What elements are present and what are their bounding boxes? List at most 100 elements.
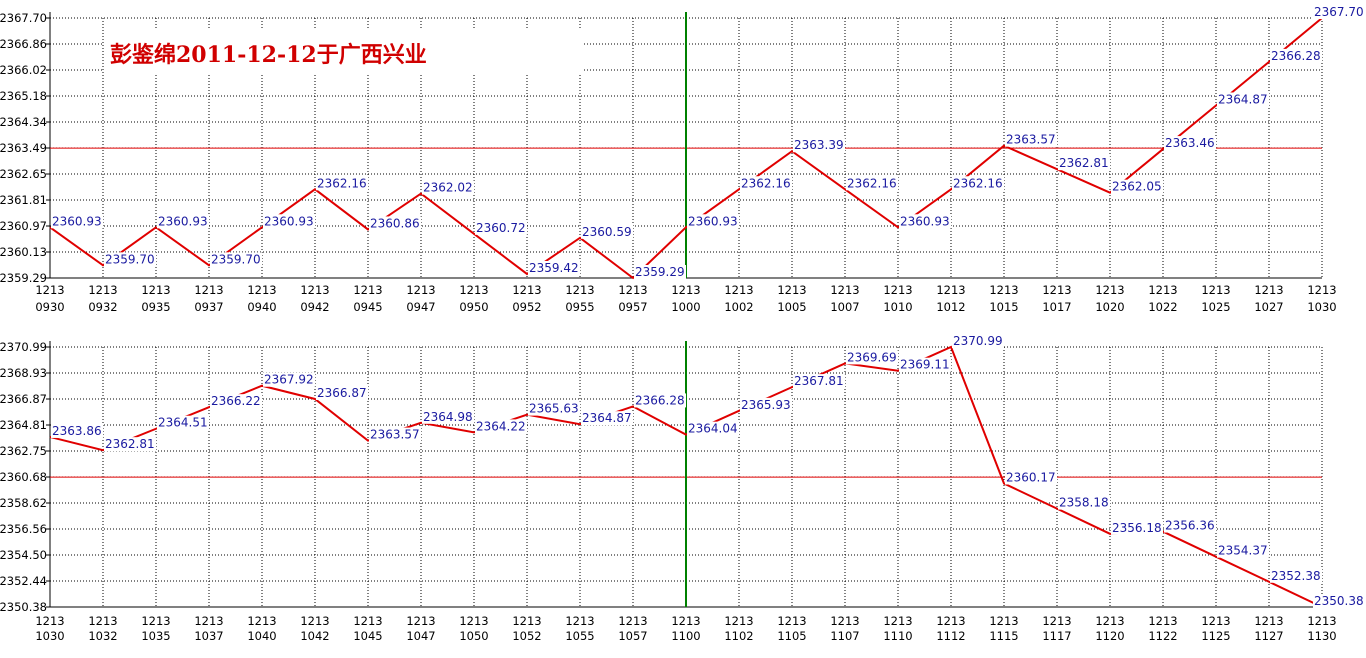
x-tick-time-label: 0952	[512, 300, 541, 314]
x-tick-time-label: 1027	[1254, 300, 1283, 314]
y-tick-label: 2358.62	[0, 496, 47, 510]
x-tick-time-label: 1110	[883, 629, 912, 643]
x-tick-time-label: 1055	[565, 629, 594, 643]
x-tick-time-label: 1022	[1148, 300, 1177, 314]
x-tick-date-label: 1213	[247, 283, 276, 297]
data-label-background	[1058, 495, 1110, 510]
x-tick-time-label: 1037	[194, 629, 223, 643]
data-label-background	[475, 419, 527, 434]
x-tick-date-label: 1213	[936, 283, 965, 297]
x-tick-time-label: 0930	[35, 300, 64, 314]
data-label-background	[210, 394, 262, 409]
series-line	[49, 345, 1323, 608]
x-tick-time-label: 1005	[777, 300, 806, 314]
y-tick-label: 2366.02	[0, 63, 47, 77]
data-label: 2360.93	[158, 214, 208, 228]
x-tick-time-label: 1040	[247, 629, 276, 643]
x-tick-time-label: 1100	[671, 629, 700, 643]
x-tick-date-label: 1213	[1042, 614, 1071, 628]
data-label: 2367.70	[1314, 5, 1364, 19]
data-label: 2362.16	[847, 176, 897, 190]
data-label: 2369.11	[900, 358, 950, 372]
data-label-background	[1111, 179, 1163, 194]
y-tick-label: 2350.38	[0, 600, 47, 614]
data-label-background	[1111, 520, 1163, 535]
x-tick-time-label: 1020	[1095, 300, 1124, 314]
data-label-background	[422, 180, 474, 195]
data-label: 2363.39	[794, 138, 844, 152]
data-label-background	[581, 224, 633, 239]
data-label-background	[51, 423, 103, 438]
data-label-background	[369, 216, 421, 231]
x-tick-date-label: 1213	[1042, 283, 1071, 297]
data-label: 2358.18	[1059, 496, 1109, 510]
y-tick-label: 2360.68	[0, 470, 47, 484]
x-tick-time-label: 1025	[1201, 300, 1230, 314]
x-tick-date-label: 1213	[989, 614, 1018, 628]
data-label: 2360.86	[370, 216, 420, 230]
x-tick-date-label: 1213	[406, 283, 435, 297]
x-tick-date-label: 1213	[671, 614, 700, 628]
x-tick-time-label: 0940	[247, 300, 276, 314]
x-tick-date-label: 1213	[1201, 614, 1230, 628]
top-chart-panel: 1213 0930 1213 0932 1213 0935 1213 0937 1213 0940…	[0, 5, 1365, 314]
x-tick-date-label: 1213	[300, 614, 329, 628]
y-tick-label: 2364.81	[0, 418, 47, 432]
data-label: 2363.46	[1165, 136, 1215, 150]
y-tick-label: 2356.56	[0, 522, 47, 536]
x-tick-time-label: 0932	[88, 300, 117, 314]
x-tick-time-label: 0957	[618, 300, 647, 314]
x-tick-time-label: 1030	[35, 629, 64, 643]
x-tick-date-label: 1213	[141, 283, 170, 297]
x-tick-date-label: 1213	[724, 283, 753, 297]
data-label-background	[1270, 48, 1322, 63]
data-label-background	[740, 397, 792, 412]
y-tick-label: 2362.75	[0, 444, 47, 458]
x-tick-date-label: 1213	[512, 614, 541, 628]
x-tick-date-label: 1213	[1148, 614, 1177, 628]
data-label: 2364.87	[1218, 92, 1268, 106]
x-tick-time-label: 1120	[1095, 629, 1124, 643]
y-tick-label: 2364.34	[0, 115, 47, 129]
data-label: 2364.87	[582, 411, 632, 425]
data-label: 2363.57	[370, 428, 420, 442]
x-tick-date-label: 1213	[88, 283, 117, 297]
x-tick-time-label: 1002	[724, 300, 753, 314]
y-tick-label: 2360.13	[0, 245, 47, 259]
y-tick-label: 2366.86	[0, 37, 47, 51]
x-tick-date-label: 1213	[1307, 614, 1336, 628]
data-label: 2366.87	[317, 386, 367, 400]
data-label-background	[210, 252, 262, 267]
data-label-background	[687, 214, 739, 229]
x-tick-time-label: 1045	[353, 629, 382, 643]
data-label: 2362.16	[953, 176, 1003, 190]
data-label: 2366.28	[1271, 49, 1321, 63]
x-tick-date-label: 1213	[194, 283, 223, 297]
data-label-background	[263, 372, 315, 387]
y-tick-label: 2362.65	[0, 167, 47, 181]
x-tick-time-label: 1000	[671, 300, 700, 314]
data-label-background	[104, 252, 156, 267]
data-label: 2360.93	[688, 214, 738, 228]
data-label: 2360.72	[476, 221, 526, 235]
data-label-background	[1005, 470, 1057, 485]
data-label: 2367.92	[264, 373, 314, 387]
y-tick-label: 2368.93	[0, 366, 47, 380]
data-label: 2364.04	[688, 422, 738, 436]
data-label-background	[846, 350, 898, 365]
x-tick-time-label: 1030	[1307, 300, 1336, 314]
data-label: 2362.16	[741, 176, 791, 190]
data-label-background	[846, 176, 898, 191]
x-tick-date-label: 1213	[300, 283, 329, 297]
x-tick-date-label: 1213	[936, 614, 965, 628]
data-label: 2359.70	[105, 252, 155, 266]
x-tick-date-label: 1213	[1201, 283, 1230, 297]
data-label: 2360.59	[582, 225, 632, 239]
data-label-background	[1005, 132, 1057, 147]
x-tick-date-label: 1213	[512, 283, 541, 297]
y-tick-label: 2367.70	[0, 11, 47, 25]
y-tick-label: 2354.50	[0, 548, 47, 562]
data-label: 2365.93	[741, 398, 791, 412]
x-tick-date-label: 1213	[1095, 614, 1124, 628]
x-tick-time-label: 0937	[194, 300, 223, 314]
